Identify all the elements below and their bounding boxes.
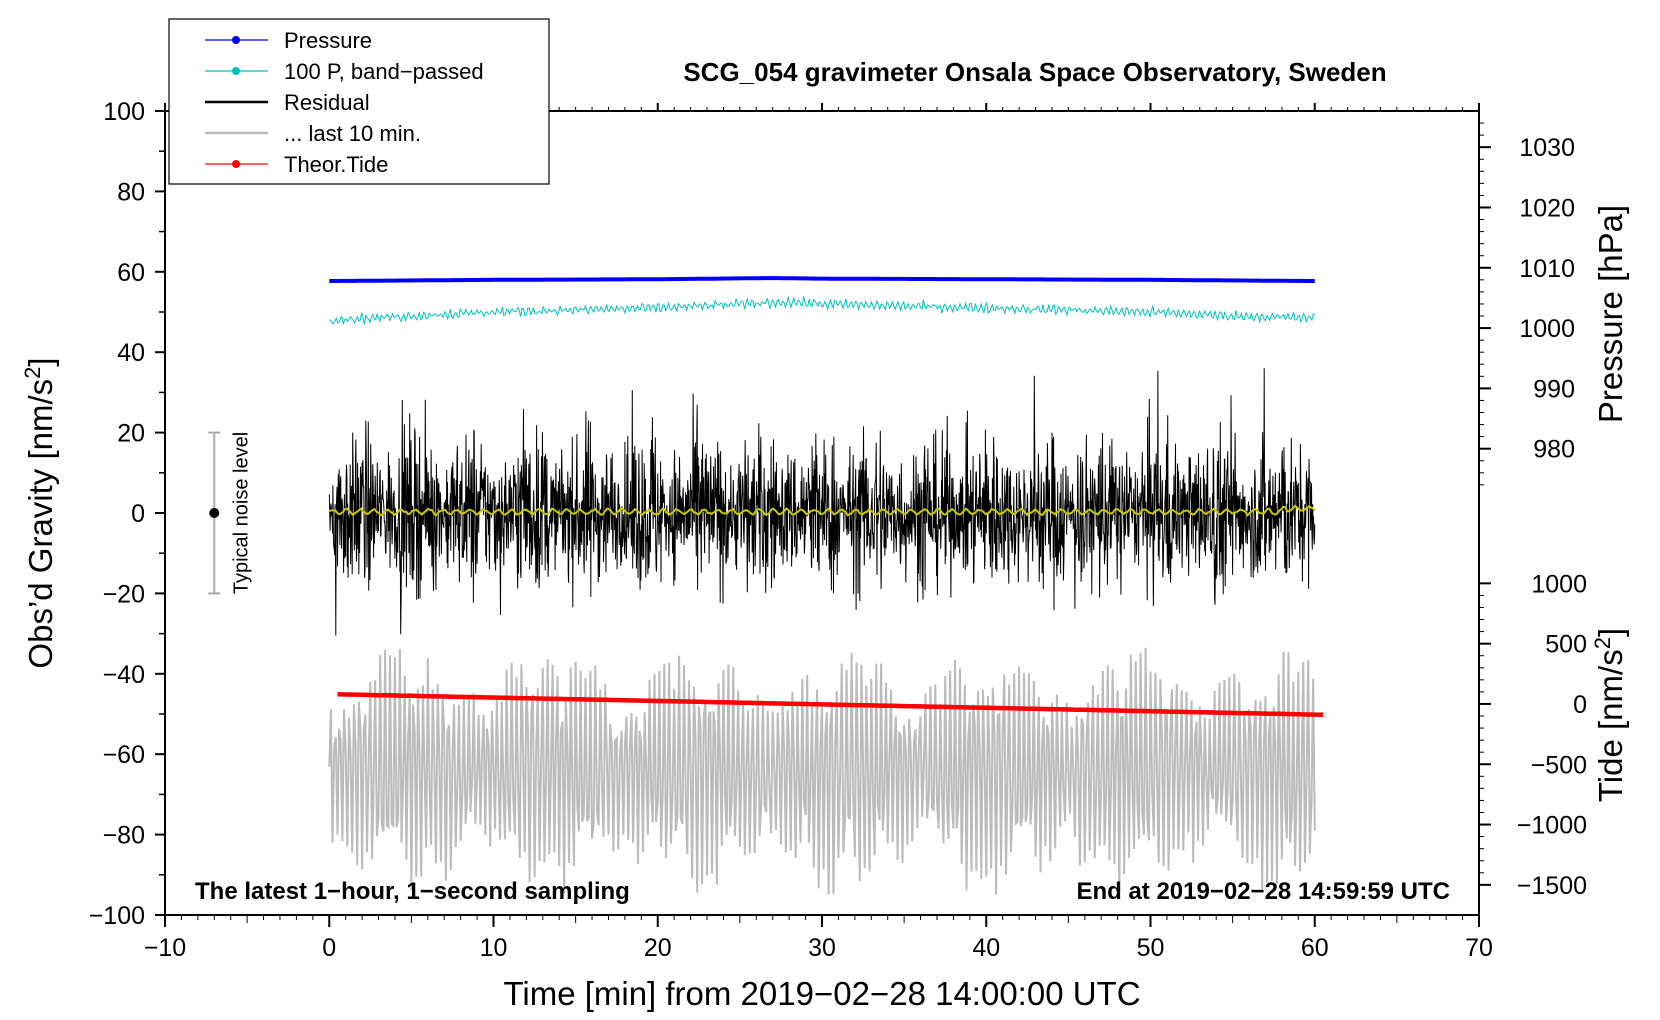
legend-label: Residual bbox=[284, 90, 370, 115]
y-tick-label: 20 bbox=[117, 420, 145, 448]
tide-axis-label: Tide [nm/s2] bbox=[1590, 628, 1629, 802]
series-residual-smoothed bbox=[328, 504, 1316, 518]
tick-labels: −10 0 10 20 30 40 50 60 70−100−80−60−40−20020406… bbox=[89, 98, 1587, 962]
chart-title: SCG_054 gravimeter Onsala Space Observat… bbox=[683, 57, 1386, 87]
legend-label: Theor.Tide bbox=[284, 152, 388, 177]
legend: Pressure 100 P, band−passed Residual ... la… bbox=[168, 18, 550, 185]
x-tick-label: 30 bbox=[808, 934, 836, 962]
legend-marker bbox=[232, 67, 240, 75]
y-axis-label-left: Obs’d Gravity [nm/s2] bbox=[20, 357, 59, 668]
y-tick-label: 40 bbox=[117, 339, 145, 367]
annotation-sampling: The latest 1−hour, 1−second sampling bbox=[195, 878, 630, 905]
x-tick-label: 40 bbox=[972, 934, 1000, 962]
tide-tick-label: −500 bbox=[1531, 751, 1587, 779]
legend-marker bbox=[232, 160, 240, 168]
tide-tick-label: 0 bbox=[1573, 691, 1587, 719]
noise-label: Typical noise level bbox=[230, 432, 252, 594]
x-tick-label: 60 bbox=[1301, 934, 1329, 962]
noise-center-dot bbox=[209, 508, 220, 518]
y-tick-label: −40 bbox=[103, 661, 145, 689]
pressure-tick-label: 1000 bbox=[1519, 315, 1575, 343]
pressure-axis-label: Pressure [hPa] bbox=[1592, 205, 1629, 423]
annotation-end-time: End at 2019−02−28 14:59:59 UTC bbox=[1076, 878, 1450, 905]
y-tick-label: −80 bbox=[103, 822, 145, 850]
x-tick-label: 50 bbox=[1137, 934, 1165, 962]
y-tick-label: 100 bbox=[103, 98, 145, 126]
x-tick-label: 20 bbox=[644, 934, 672, 962]
y-tick-label: 60 bbox=[117, 259, 145, 287]
series-layer bbox=[328, 275, 1324, 895]
pressure-tick-label: 990 bbox=[1533, 375, 1575, 403]
noise-level-indicator: Typical noise level bbox=[208, 431, 252, 595]
pressure-tick-label: 1020 bbox=[1519, 194, 1575, 222]
y-tick-label: 0 bbox=[131, 500, 145, 528]
series-theor-tide bbox=[337, 692, 1324, 718]
tide-tick-label: −1500 bbox=[1517, 872, 1587, 900]
y-tick-label: 80 bbox=[117, 178, 145, 206]
legend-marker bbox=[232, 36, 240, 44]
pressure-tick-label: 1010 bbox=[1519, 255, 1575, 283]
series-last-10-min bbox=[328, 647, 1316, 895]
tide-tick-label: −1000 bbox=[1517, 812, 1587, 840]
y-tick-label: −100 bbox=[89, 902, 145, 930]
legend-label: ... last 10 min. bbox=[284, 121, 421, 146]
y-tick-label: −20 bbox=[103, 580, 145, 608]
pressure-tick-label: 980 bbox=[1533, 436, 1575, 464]
tide-tick-label: 1000 bbox=[1531, 570, 1587, 598]
tide-tick-label: 500 bbox=[1545, 631, 1587, 659]
x-tick-label: 10 bbox=[480, 934, 508, 962]
y-tick-label: −60 bbox=[103, 741, 145, 769]
x-axis-label: Time [min] from 2019−02−28 14:00:00 UTC bbox=[503, 975, 1140, 1012]
legend-label: Pressure bbox=[284, 28, 372, 53]
series-pressure bbox=[329, 275, 1315, 283]
x-tick-label: 70 bbox=[1465, 934, 1493, 962]
series-residual bbox=[328, 368, 1316, 636]
series-band-passed bbox=[329, 295, 1315, 326]
x-tick-label: −10 bbox=[144, 934, 186, 962]
legend-label: 100 P, band−passed bbox=[284, 59, 484, 84]
x-tick-label: 0 bbox=[322, 934, 336, 962]
pressure-tick-label: 1030 bbox=[1519, 134, 1575, 162]
